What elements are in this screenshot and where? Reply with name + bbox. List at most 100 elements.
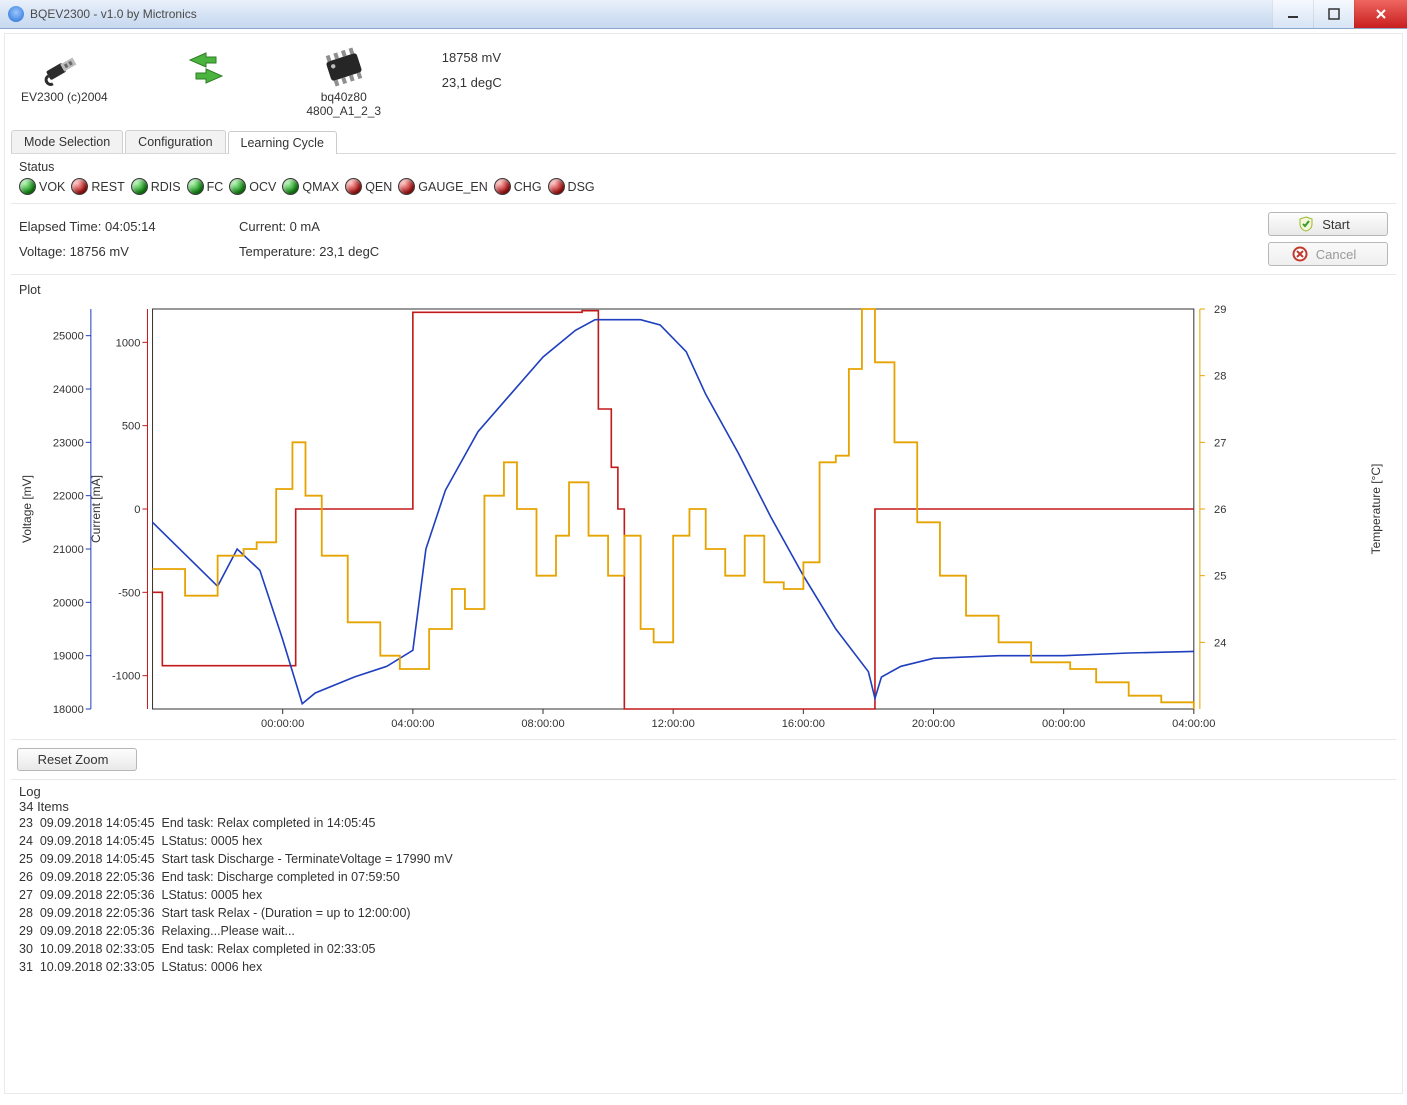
- svg-text:25: 25: [1214, 571, 1226, 583]
- svg-text:24000: 24000: [53, 384, 84, 396]
- tab-learning-cycle[interactable]: Learning Cycle: [228, 131, 337, 154]
- log-line: 24 09.09.2018 14:05:45 LStatus: 0005 hex: [19, 832, 1384, 850]
- tabstrip: Mode SelectionConfigurationLearning Cycl…: [11, 130, 1396, 154]
- cancel-button[interactable]: Cancel: [1268, 242, 1388, 266]
- log-line: 30 10.09.2018 02:33:05 End task: Relax c…: [19, 940, 1384, 958]
- svg-text:21000: 21000: [53, 544, 84, 556]
- sync-arrows-icon: [182, 44, 230, 90]
- plot-label: Plot: [11, 275, 1396, 299]
- svg-text:-500: -500: [118, 587, 140, 599]
- elapsed-time: Elapsed Time: 04:05:14: [19, 219, 239, 234]
- maximize-button[interactable]: [1313, 0, 1354, 28]
- svg-text:22000: 22000: [53, 491, 84, 503]
- log-line: 26 09.09.2018 22:05:36 End task: Dischar…: [19, 868, 1384, 886]
- svg-text:27: 27: [1214, 437, 1226, 449]
- app-body: EV2300 (c)2004: [4, 33, 1403, 1094]
- cancel-icon: [1292, 246, 1308, 262]
- led-red-icon: [345, 178, 362, 195]
- window-title: BQEV2300 - v1.0 by Mictronics: [30, 7, 197, 21]
- svg-text:Temperature [°C]: Temperature [°C]: [1369, 464, 1383, 555]
- log-line: 25 09.09.2018 14:05:45 Start task Discha…: [19, 850, 1384, 868]
- svg-text:25000: 25000: [53, 331, 84, 343]
- svg-text:28: 28: [1214, 371, 1226, 383]
- led-red-icon: [71, 178, 88, 195]
- led-green-icon: [131, 178, 148, 195]
- svg-text:20000: 20000: [53, 597, 84, 609]
- toolbar: EV2300 (c)2004: [11, 40, 1396, 128]
- shield-check-icon: [1298, 216, 1314, 232]
- svg-text:16:00:00: 16:00:00: [782, 718, 825, 730]
- usb-connection-item[interactable]: EV2300 (c)2004: [21, 44, 108, 104]
- status-label: Status: [11, 154, 1396, 176]
- svg-text:500: 500: [122, 421, 141, 433]
- led-green-icon: [187, 178, 204, 195]
- svg-text:24: 24: [1214, 637, 1226, 649]
- chip-icon: [316, 44, 372, 90]
- log-count: 34 Items: [19, 799, 1388, 814]
- svg-text:0: 0: [134, 504, 140, 516]
- status-led-dsg: DSG: [548, 178, 595, 195]
- svg-text:29: 29: [1214, 304, 1226, 316]
- voltage-reading: Voltage: 18756 mV: [19, 244, 239, 259]
- status-led-qmax: QMAX: [282, 178, 339, 195]
- chart[interactable]: 1800019000200002100022000230002400025000…: [11, 299, 1396, 739]
- svg-text:1000: 1000: [116, 337, 141, 349]
- log-section: Log 34 Items 23 09.09.2018 14:05:45 End …: [11, 780, 1396, 1085]
- log-list[interactable]: 23 09.09.2018 14:05:45 End task: Relax c…: [19, 814, 1388, 1079]
- svg-text:20:00:00: 20:00:00: [912, 718, 955, 730]
- svg-text:-1000: -1000: [112, 671, 140, 683]
- svg-text:08:00:00: 08:00:00: [521, 718, 564, 730]
- status-led-gauge_en: GAUGE_EN: [398, 178, 487, 195]
- led-red-icon: [548, 178, 565, 195]
- led-red-icon: [398, 178, 415, 195]
- start-button[interactable]: Start: [1268, 212, 1388, 236]
- temperature-reading: Temperature: 23,1 degC: [239, 244, 579, 259]
- status-led-vok: VOK: [19, 178, 65, 195]
- plot-section: Plot 18000190002000021000220002300024000…: [11, 275, 1396, 739]
- log-line: 29 09.09.2018 22:05:36 Relaxing...Please…: [19, 922, 1384, 940]
- log-line: 23 09.09.2018 14:05:45 End task: Relax c…: [19, 814, 1384, 832]
- minimize-button[interactable]: [1272, 0, 1313, 28]
- tab-mode-selection[interactable]: Mode Selection: [11, 130, 123, 153]
- svg-text:18000: 18000: [53, 704, 84, 716]
- readout-temperature: 23,1 degC: [442, 75, 502, 90]
- current-reading: Current: 0 mA: [239, 219, 579, 234]
- led-green-icon: [282, 178, 299, 195]
- status-led-ocv: OCV: [229, 178, 276, 195]
- log-label: Log: [19, 784, 1388, 799]
- usb-label: EV2300 (c)2004: [21, 90, 108, 104]
- svg-text:26: 26: [1214, 504, 1226, 516]
- log-line: 27 09.09.2018 22:05:36 LStatus: 0005 hex: [19, 886, 1384, 904]
- titlebar: BQEV2300 - v1.0 by Mictronics: [0, 0, 1407, 29]
- svg-text:00:00:00: 00:00:00: [261, 718, 304, 730]
- log-line: 28 09.09.2018 22:05:36 Start task Relax …: [19, 904, 1384, 922]
- chip-item[interactable]: bq40z80 4800_A1_2_3: [304, 44, 384, 118]
- main-window: BQEV2300 - v1.0 by Mictronics: [0, 0, 1407, 1105]
- tab-configuration[interactable]: Configuration: [125, 130, 225, 153]
- svg-text:19000: 19000: [53, 651, 84, 663]
- sync-item[interactable]: [166, 44, 246, 104]
- led-red-icon: [494, 178, 511, 195]
- reset-zoom-label: Reset Zoom: [38, 752, 109, 767]
- reset-zoom-row: Reset Zoom: [11, 739, 1396, 780]
- led-green-icon: [229, 178, 246, 195]
- status-led-rest: REST: [71, 178, 124, 195]
- status-led-fc: FC: [187, 178, 224, 195]
- svg-text:12:00:00: 12:00:00: [652, 718, 695, 730]
- app-icon: [8, 6, 24, 22]
- close-button[interactable]: [1354, 0, 1407, 28]
- reset-zoom-button[interactable]: Reset Zoom: [17, 748, 137, 771]
- usb-icon: [38, 44, 90, 90]
- svg-text:00:00:00: 00:00:00: [1042, 718, 1085, 730]
- status-leds: VOK REST RDIS FC OCV QMAX QEN GAUGE_EN CHG DSG: [11, 176, 1396, 204]
- cancel-button-label: Cancel: [1316, 247, 1356, 262]
- window-controls: [1272, 0, 1407, 28]
- svg-text:Current [mA]: Current [mA]: [89, 475, 103, 543]
- status-led-chg: CHG: [494, 178, 542, 195]
- live-readings: Elapsed Time: 04:05:14 Voltage: 18756 mV…: [11, 204, 1396, 275]
- status-led-rdis: RDIS: [131, 178, 181, 195]
- toolbar-readouts: 18758 mV 23,1 degC: [442, 44, 502, 90]
- start-button-label: Start: [1322, 217, 1349, 232]
- led-green-icon: [19, 178, 36, 195]
- status-led-qen: QEN: [345, 178, 392, 195]
